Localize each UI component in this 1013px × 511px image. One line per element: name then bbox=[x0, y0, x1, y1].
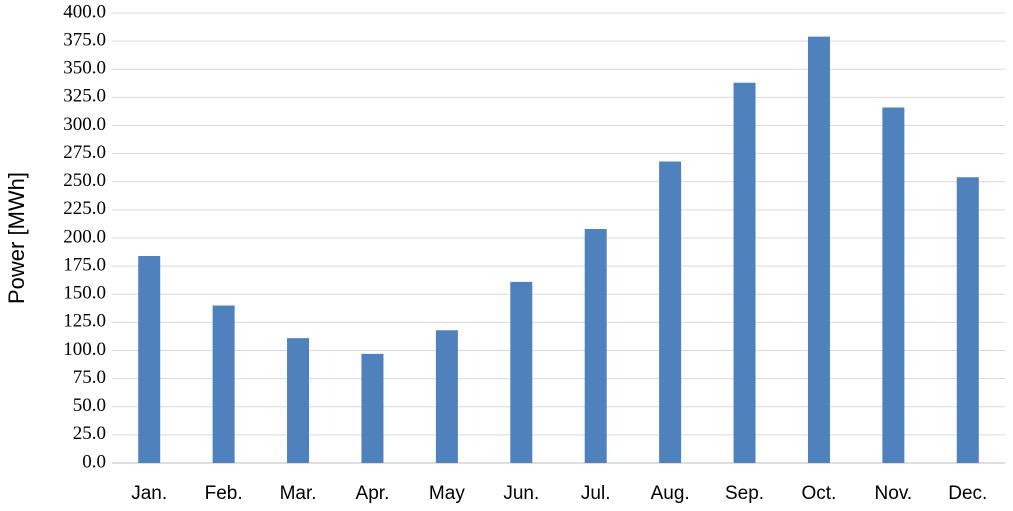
bar bbox=[361, 353, 384, 463]
y-tick-label: 150.0 bbox=[63, 283, 106, 304]
y-tick-label: 225.0 bbox=[63, 198, 106, 219]
bar bbox=[882, 107, 905, 463]
x-tick-label: Dec. bbox=[948, 483, 987, 504]
x-tick-label: Feb. bbox=[205, 483, 243, 504]
y-tick-label: 175.0 bbox=[63, 254, 106, 275]
y-axis-label: Power [MWh] bbox=[4, 172, 29, 304]
y-tick-label: 350.0 bbox=[63, 58, 106, 79]
y-tick-label: 75.0 bbox=[73, 367, 106, 388]
bar bbox=[212, 305, 235, 463]
y-tick-label: 0.0 bbox=[82, 451, 106, 472]
x-tick-label: Jun. bbox=[503, 483, 539, 504]
x-tick-label: Nov. bbox=[875, 483, 913, 504]
x-tick-label: Sep. bbox=[725, 483, 764, 504]
bar bbox=[807, 36, 830, 463]
bar bbox=[659, 161, 682, 463]
bar bbox=[733, 82, 756, 463]
bar bbox=[510, 281, 533, 463]
y-tick-label: 375.0 bbox=[63, 29, 106, 50]
y-tick-label: 325.0 bbox=[63, 86, 106, 107]
y-tick-label: 200.0 bbox=[63, 226, 106, 247]
x-tick-label: Oct. bbox=[802, 483, 837, 504]
bar bbox=[584, 229, 607, 463]
y-tick-label: 50.0 bbox=[73, 395, 106, 416]
x-tick-label: Apr. bbox=[356, 483, 390, 504]
bar bbox=[287, 338, 310, 463]
x-tick-label: Jan. bbox=[131, 483, 167, 504]
y-tick-label: 400.0 bbox=[63, 1, 106, 22]
bar bbox=[956, 177, 979, 463]
x-tick-label: Aug. bbox=[651, 483, 690, 504]
y-tick-label: 25.0 bbox=[73, 423, 106, 444]
bar bbox=[138, 256, 161, 463]
y-tick-label: 300.0 bbox=[63, 114, 106, 135]
y-tick-label: 100.0 bbox=[63, 339, 106, 360]
y-tick-label: 125.0 bbox=[63, 311, 106, 332]
y-tick-label: 275.0 bbox=[63, 142, 106, 163]
y-tick-label: 250.0 bbox=[63, 170, 106, 191]
bar bbox=[435, 330, 458, 463]
x-tick-label: May bbox=[429, 483, 465, 504]
x-tick-label: Mar. bbox=[280, 483, 317, 504]
x-tick-label: Jul. bbox=[581, 483, 611, 504]
